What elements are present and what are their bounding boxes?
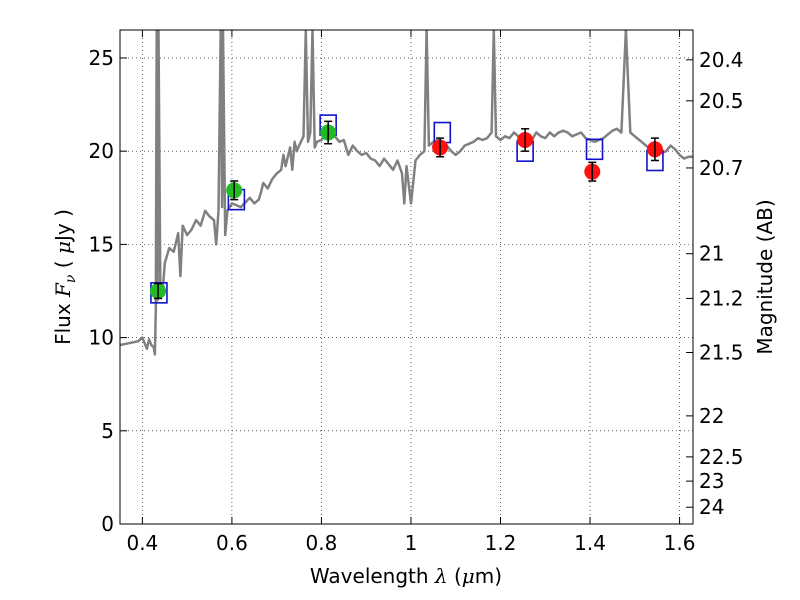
- x-tick-label: 1.6: [664, 531, 696, 555]
- x-tick-label: 1: [405, 531, 418, 555]
- x-axis-label: Wavelength λ (μm): [310, 564, 502, 588]
- y-tick-label: 25: [89, 46, 114, 70]
- x-axis-label-unit-end: m): [475, 564, 502, 588]
- plot-layer: [120, 30, 693, 356]
- mag-tick-label: 20.5: [699, 89, 744, 113]
- y-axis-label-mu: μ: [51, 241, 75, 254]
- model-spectrum-line: [120, 30, 693, 356]
- tick-layer: 0.4 0.6 0.8 1 1.2 1.4 1.6 0 5 10 15 20 25 20.4 20.5 20.…: [89, 30, 744, 555]
- mag-tick-label: 21.5: [699, 340, 744, 364]
- y-axis-label-flux: Flux: [51, 297, 75, 345]
- y-tick-label: 5: [101, 419, 114, 443]
- y-tick-label: 15: [89, 232, 114, 256]
- mag-tick-label: 22: [699, 404, 724, 428]
- x-tick-label: 1.2: [485, 531, 517, 555]
- y-axis-label-left: Flux Fν ( μJy ): [51, 209, 79, 345]
- y-axis-label-paren: (: [51, 254, 75, 275]
- x-axis-label-text: Wavelength: [310, 564, 435, 588]
- y-axis-label-unit: Jy ): [51, 209, 75, 243]
- mag-tick-label: 23: [699, 469, 724, 493]
- mag-tick-label: 21: [699, 242, 724, 266]
- mag-tick-label: 20.7: [699, 156, 744, 180]
- mag-tick-label: 21.2: [699, 286, 744, 310]
- y-axis-label-fnu: F: [51, 282, 75, 298]
- y-tick-label: 0: [101, 512, 114, 536]
- y-tick-label: 10: [89, 326, 114, 350]
- x-tick-label: 0.6: [216, 531, 248, 555]
- x-tick-label: 0.4: [126, 531, 158, 555]
- model-photometry-square: [585, 138, 604, 161]
- mag-tick-label: 20.4: [699, 48, 744, 72]
- mag-tick-label: 22.5: [699, 445, 744, 469]
- x-axis-label-lambda: λ: [434, 564, 448, 588]
- mag-tick-label: 24: [699, 495, 724, 519]
- x-axis-label-mu: μ: [462, 564, 475, 588]
- x-tick-label: 1.4: [574, 531, 606, 555]
- y-axis-label-nu: ν: [63, 274, 79, 283]
- y-tick-label: 20: [89, 139, 114, 163]
- y-axis-label-right: Magnitude (AB): [753, 199, 777, 354]
- plot-frame: [119, 29, 694, 525]
- x-axis-label-unit: (: [448, 564, 462, 588]
- x-tick-label: 0.8: [306, 531, 338, 555]
